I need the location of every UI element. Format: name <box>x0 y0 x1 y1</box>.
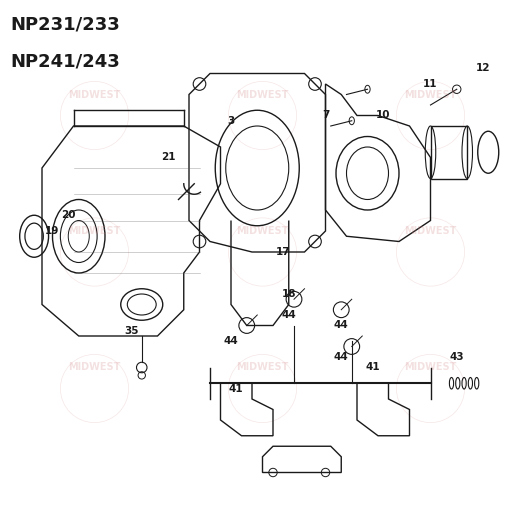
Text: MIDWEST: MIDWEST <box>236 362 289 373</box>
Text: 44: 44 <box>334 352 349 362</box>
Text: 17: 17 <box>276 247 291 257</box>
Text: 35: 35 <box>124 326 139 336</box>
Text: 21: 21 <box>161 152 175 163</box>
Text: 44: 44 <box>334 320 349 331</box>
Text: NP231/233: NP231/233 <box>10 16 120 34</box>
Text: MIDWEST: MIDWEST <box>68 226 121 236</box>
Text: MIDWEST: MIDWEST <box>404 89 457 100</box>
Text: 19: 19 <box>45 226 60 236</box>
Text: MIDWEST: MIDWEST <box>68 362 121 373</box>
Text: NP241/243: NP241/243 <box>10 52 120 70</box>
Text: 44: 44 <box>281 310 296 320</box>
Text: MIDWEST: MIDWEST <box>68 89 121 100</box>
Text: 7: 7 <box>322 110 329 121</box>
Text: MIDWEST: MIDWEST <box>236 89 289 100</box>
Text: 18: 18 <box>281 289 296 299</box>
Text: MIDWEST: MIDWEST <box>404 362 457 373</box>
Text: 44: 44 <box>224 336 238 346</box>
Text: 41: 41 <box>229 383 244 394</box>
Text: 10: 10 <box>376 110 391 121</box>
Text: 20: 20 <box>61 210 76 220</box>
Text: MIDWEST: MIDWEST <box>236 226 289 236</box>
Bar <box>430 126 467 178</box>
Text: 41: 41 <box>365 362 380 373</box>
Text: 3: 3 <box>227 116 235 126</box>
Text: MIDWEST: MIDWEST <box>404 226 457 236</box>
Text: 12: 12 <box>476 63 490 74</box>
Text: 11: 11 <box>423 79 438 89</box>
Text: 43: 43 <box>449 352 464 362</box>
